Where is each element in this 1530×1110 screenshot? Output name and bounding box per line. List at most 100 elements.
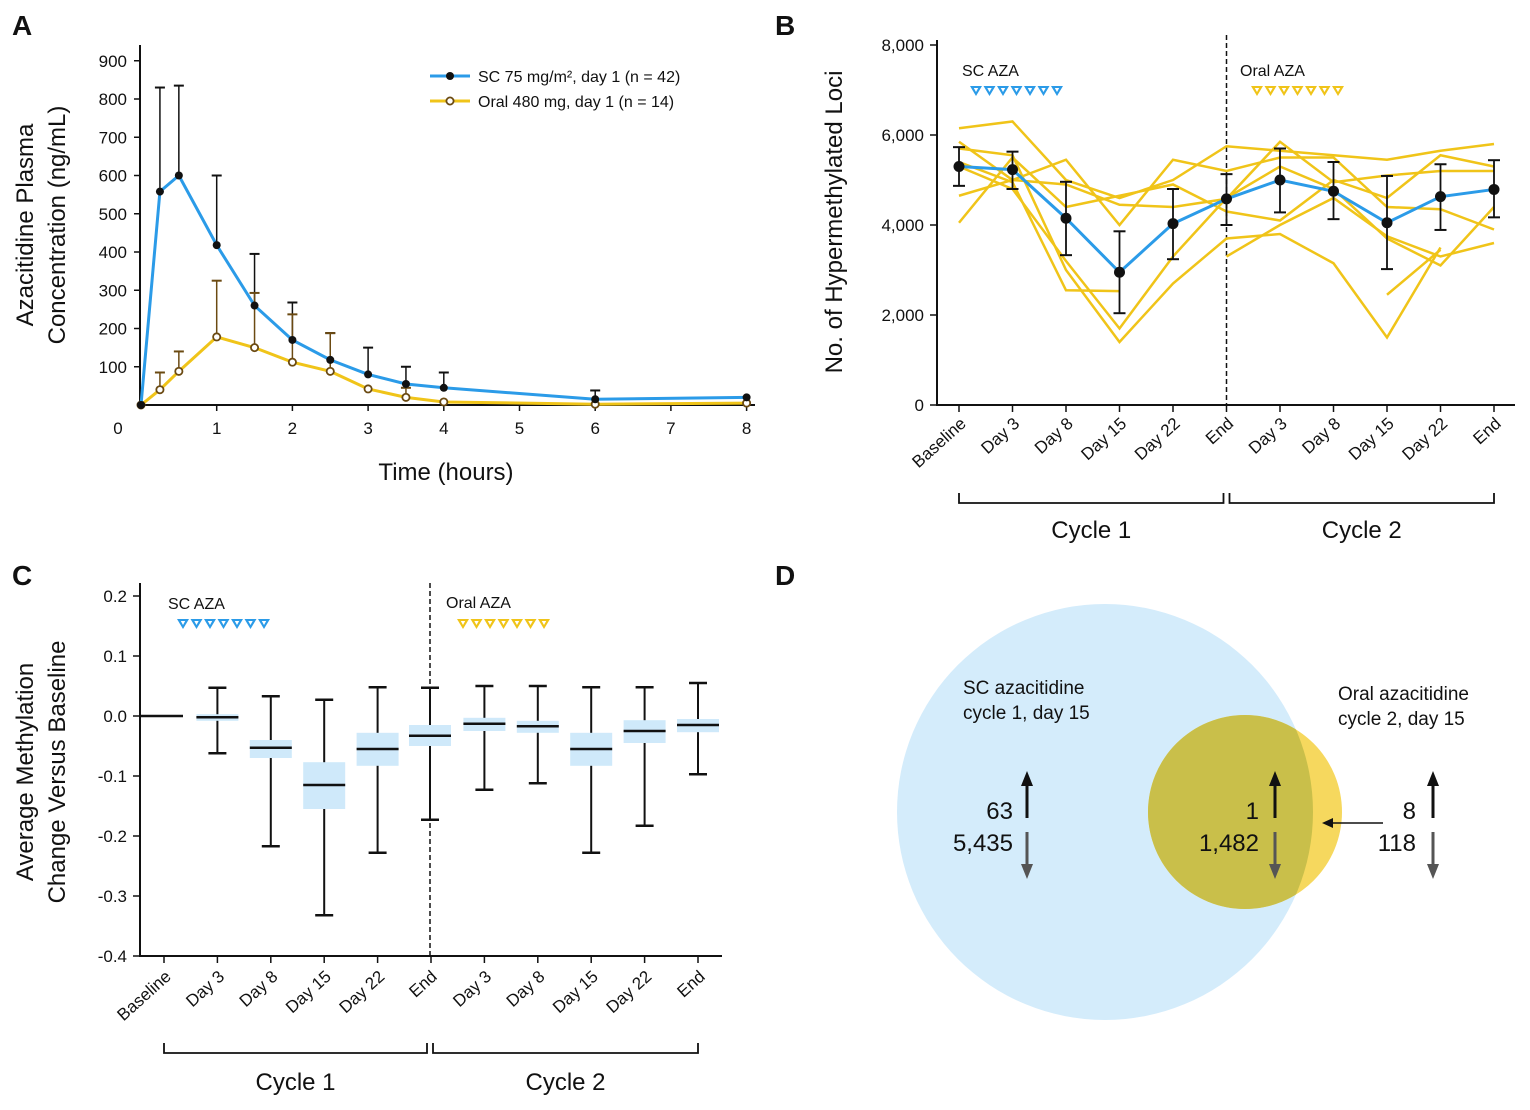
x-tick-label: 6 xyxy=(590,419,599,438)
arrow-down-head-icon xyxy=(1021,864,1033,879)
y-tick-label: 500 xyxy=(99,205,127,224)
x-tick-label: Day 22 xyxy=(1398,414,1451,464)
y-tick-label: 0 xyxy=(915,396,924,415)
annotation-label: SC AZA xyxy=(962,63,1019,80)
series-line xyxy=(139,173,747,406)
dose-triangle-inner xyxy=(487,621,493,625)
dose-triangle-inner xyxy=(1041,88,1046,92)
y-tick-label: 300 xyxy=(99,281,127,300)
x-tick-label: Day 22 xyxy=(1131,414,1184,464)
cycle-bracket xyxy=(163,1043,428,1054)
mean-point xyxy=(1328,185,1339,197)
dose-triangle-inner xyxy=(180,621,186,625)
venn-set-label: cycle 1, day 15 xyxy=(963,703,1090,724)
data-point xyxy=(212,332,222,342)
y-tick-label: 8,000 xyxy=(881,36,924,55)
data-point xyxy=(250,301,259,310)
y-tick-label: -0.4 xyxy=(98,947,127,966)
dose-triangle-inner xyxy=(234,621,240,625)
dose-triangle-inner xyxy=(248,621,253,625)
data-point xyxy=(287,357,297,367)
data-point xyxy=(439,383,448,392)
y-tick-label: 0.0 xyxy=(103,707,127,726)
venn-overlap xyxy=(1148,715,1313,909)
arrow-up-head-icon xyxy=(1427,771,1439,786)
y-tick-label: 700 xyxy=(99,128,127,147)
x-tick-label: Day 22 xyxy=(603,967,656,1017)
y-tick-label: 0.2 xyxy=(103,587,127,606)
cycle-label: Cycle 2 xyxy=(1322,517,1402,544)
y-tick-label: -0.2 xyxy=(98,827,127,846)
x-tick-label: Day 3 xyxy=(449,967,495,1011)
arrow-up-head-icon xyxy=(1021,771,1033,786)
cycle-label: Cycle 1 xyxy=(1051,517,1131,544)
annotation-label: SC AZA xyxy=(168,596,225,613)
y-tick-label: 200 xyxy=(99,320,127,339)
dose-triangle-inner xyxy=(1268,88,1273,92)
panel-letter-a: A xyxy=(12,10,32,41)
annotation-label: Oral AZA xyxy=(1240,63,1305,80)
x-tick-label: Day 15 xyxy=(1077,414,1130,464)
data-point xyxy=(288,335,297,344)
y-tick-label: -0.3 xyxy=(98,887,127,906)
data-point xyxy=(174,171,183,180)
arrow-down-head-icon xyxy=(1427,864,1439,879)
data-point xyxy=(326,355,335,364)
x-tick-label: Day 3 xyxy=(1245,414,1291,458)
annotation-label: Oral AZA xyxy=(446,595,511,612)
dose-triangle-inner xyxy=(987,88,992,92)
legend-marker xyxy=(446,72,454,80)
dose-triangle-inner xyxy=(1322,88,1327,92)
mean-point xyxy=(1007,164,1018,176)
x-tick-label: Day 15 xyxy=(1345,414,1398,464)
x-tick-label: 2 xyxy=(288,419,297,438)
x-axis-title: Time (hours) xyxy=(378,459,513,486)
individual-line xyxy=(958,120,1495,200)
pointer-arrow-head-icon xyxy=(1322,818,1333,828)
dose-triangle-inner xyxy=(1308,88,1314,92)
dose-triangle-inner xyxy=(973,88,979,92)
x-tick-label: Day 8 xyxy=(1031,414,1077,458)
y-axis-title: Concentration (ng/mL) xyxy=(44,106,71,345)
dose-triangle-inner xyxy=(501,621,506,625)
y-tick-label: 0.1 xyxy=(103,647,127,666)
dose-triangle-inner xyxy=(1000,88,1006,92)
arrow-down-head-icon xyxy=(1269,864,1281,879)
x-tick-label: End xyxy=(673,967,708,1001)
mean-point xyxy=(1167,218,1179,230)
dose-triangle-inner xyxy=(460,621,466,625)
mean-point xyxy=(1381,217,1393,229)
cycle-bracket xyxy=(432,1043,699,1054)
panel-letter-c: C xyxy=(12,560,32,591)
y-axis-title: Change Versus Baseline xyxy=(44,641,71,904)
x-tick-label: Day 8 xyxy=(1298,414,1344,458)
y-tick-label: 600 xyxy=(99,167,127,186)
x-tick-label: 7 xyxy=(666,419,675,438)
data-point xyxy=(364,370,373,379)
panel-d-venn: SC azacitidine cycle 1, day 15 Oral azacit… xyxy=(897,604,1469,1020)
x-tick-label: 8 xyxy=(742,419,751,438)
x-tick-label: End xyxy=(1202,414,1237,448)
venn-set-label: SC azacitidine xyxy=(963,678,1084,699)
mean-point xyxy=(1488,183,1500,195)
y-tick-label: 100 xyxy=(99,358,127,377)
x-tick-label: Day 15 xyxy=(549,967,602,1017)
mean-point xyxy=(953,161,965,172)
y-axis-title: No. of Hypermethylated Loci xyxy=(821,71,848,374)
cycle-label: Cycle 2 xyxy=(525,1069,605,1096)
y-tick-label: 2,000 xyxy=(881,306,924,325)
dose-triangle-inner xyxy=(1027,88,1033,92)
dose-triangle-inner xyxy=(194,621,199,625)
panel-c-chart: 0.2 0.1 0.0 -0.1 -0.2 -0.3 -0.4 Average Methyla… xyxy=(12,583,722,1096)
individual-line xyxy=(1386,248,1442,296)
x-tick-label: Day 3 xyxy=(977,414,1023,458)
count-up: 63 xyxy=(986,798,1013,825)
x-tick-label: Day 3 xyxy=(182,967,228,1011)
dose-triangle-inner xyxy=(1335,88,1341,92)
y-tick-label: 4,000 xyxy=(881,216,924,235)
y-tick-label: 800 xyxy=(99,90,127,109)
dose-triangle-inner xyxy=(1281,88,1287,92)
x-tick-label: 5 xyxy=(515,419,524,438)
cycle-label: Cycle 1 xyxy=(255,1069,335,1096)
mean-point xyxy=(1435,191,1446,203)
